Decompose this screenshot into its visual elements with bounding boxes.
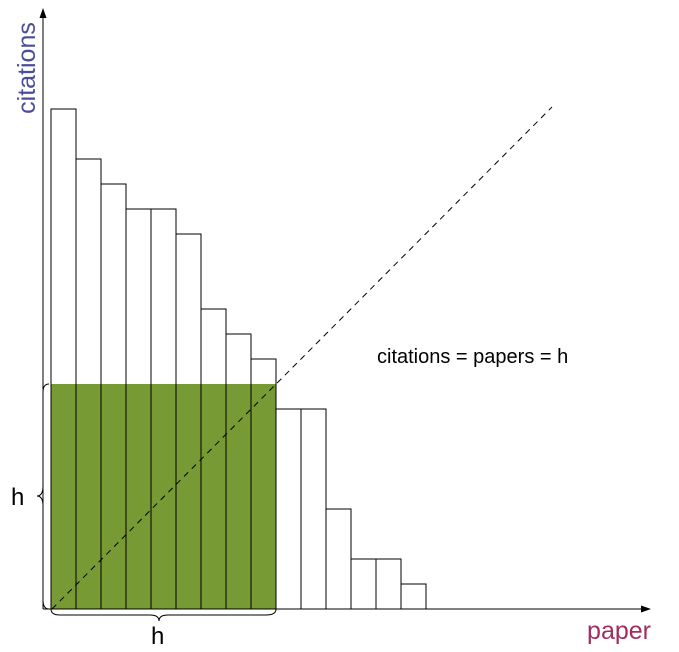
bar (300, 408, 327, 610)
bar (375, 558, 402, 610)
bar (275, 408, 302, 610)
annotation-text: citations = papers = h (377, 346, 568, 368)
x-axis-arrowhead (641, 605, 651, 613)
h-core-bar-dividers (75, 384, 252, 609)
bar (350, 558, 377, 610)
diagonal-line (51, 106, 553, 610)
bars-group (50, 108, 427, 610)
y-axis-label: citations (13, 22, 41, 114)
bar (400, 583, 427, 610)
y-brace (36, 383, 50, 610)
h-brace-x-label: h (151, 623, 164, 650)
h-brace-y-label: h (11, 484, 24, 511)
y-axis-arrowhead (39, 8, 47, 18)
x-brace (50, 608, 277, 622)
x-axis-label: paper (587, 617, 651, 645)
bar (325, 508, 352, 610)
